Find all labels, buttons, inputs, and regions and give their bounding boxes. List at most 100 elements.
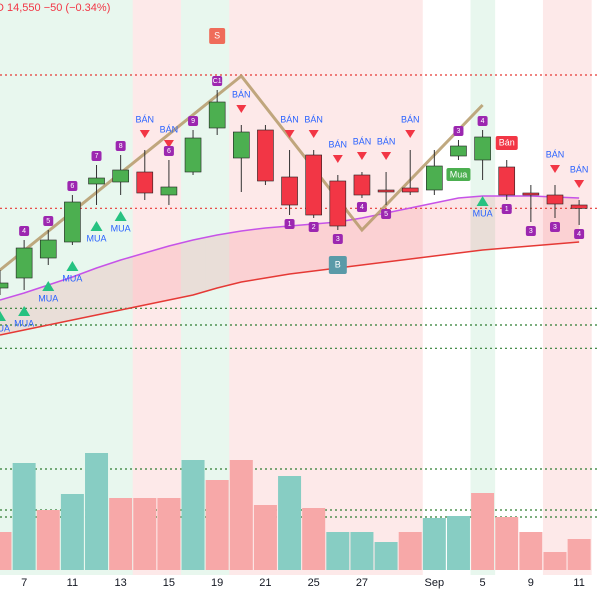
count-badge <box>212 76 223 86</box>
trend-band <box>349 0 375 575</box>
buy-box-label: Mua <box>450 169 468 179</box>
volume-bar <box>109 498 133 570</box>
candle-body <box>208 101 226 129</box>
count-badge <box>284 219 295 229</box>
header-quote: D 14,550 −50 (−0.34%) <box>0 2 110 14</box>
buy-label: MUA <box>38 293 58 303</box>
volume-bar <box>253 505 277 570</box>
count-label: 7 <box>95 153 99 160</box>
sell-arrow <box>308 130 319 138</box>
sell-arrow <box>381 152 392 160</box>
candle-body <box>522 192 540 196</box>
count-label: 6 <box>167 148 171 155</box>
candle-body <box>15 247 33 279</box>
volume-bar <box>350 532 374 570</box>
trend-band <box>470 0 496 575</box>
sell-arrow <box>284 130 295 138</box>
trend-band <box>398 0 423 575</box>
candle-body <box>233 131 250 159</box>
volume-bar <box>133 498 157 570</box>
volume-bar <box>157 498 181 570</box>
sell-box-label: Bán <box>499 137 515 147</box>
sell-label: BÁN <box>136 114 155 124</box>
buy-label: MUA <box>87 233 107 243</box>
signal-label: S <box>214 30 220 40</box>
sell-arrow <box>549 165 560 173</box>
volume-bar <box>567 539 591 570</box>
sell-label: BÁN <box>570 164 589 174</box>
buy-box <box>446 168 471 181</box>
count-badge <box>356 202 367 212</box>
volume-bar <box>205 480 229 570</box>
sell-label: BÁN <box>280 114 299 124</box>
x-tick-label: 27 <box>356 577 368 589</box>
count-label: 5 <box>384 211 388 218</box>
candle-body <box>546 194 564 205</box>
sell-label: BÁN <box>232 89 251 99</box>
buy-arrow <box>90 221 103 231</box>
count-badge <box>574 229 585 239</box>
buy-label: MUA <box>62 273 82 283</box>
trend-band <box>108 0 134 575</box>
candle-body <box>136 171 154 194</box>
x-tick-label: 7 <box>21 577 27 589</box>
volume-bar <box>543 552 567 570</box>
count-badge <box>115 141 126 151</box>
buy-label: MUA <box>473 208 493 218</box>
volume-bar <box>398 532 422 570</box>
count-badge <box>67 181 78 191</box>
sell-label: BÁN <box>304 114 323 124</box>
buy-arrow <box>42 281 55 291</box>
count-label: 3 <box>457 128 461 135</box>
signal-label: B <box>335 259 341 269</box>
volume-bar <box>519 532 543 570</box>
count-badge <box>549 222 560 232</box>
count-badge <box>188 116 199 126</box>
sell-arrow <box>236 105 247 113</box>
count-label: 4 <box>577 231 581 238</box>
buy-label: MUA <box>111 223 131 233</box>
candle-body <box>88 177 105 185</box>
ma-fill <box>0 196 580 335</box>
x-tick-label: 19 <box>211 577 223 589</box>
sell-label: BÁN <box>546 149 565 159</box>
trend-band <box>374 0 399 575</box>
x-tick-label: 15 <box>163 577 175 589</box>
buy-arrow <box>18 306 31 316</box>
x-tick-label: 11 <box>573 577 584 589</box>
sell-label: BÁN <box>160 124 179 134</box>
signal-badge <box>209 28 226 44</box>
volume-bar <box>36 510 60 570</box>
ma-line <box>0 241 580 336</box>
count-label: 1 <box>505 206 509 213</box>
count-badge <box>525 226 536 236</box>
volume-bar <box>229 460 253 570</box>
candle-body <box>39 239 57 259</box>
volume-bar <box>12 463 36 570</box>
sell-arrow <box>405 130 416 138</box>
x-tick-label: 13 <box>115 577 127 589</box>
candle-body <box>426 165 443 191</box>
x-tick-label: 9 <box>528 577 534 589</box>
sell-arrow <box>574 180 585 188</box>
candle-body <box>450 145 467 157</box>
trend-band <box>253 0 278 575</box>
count-label: 2 <box>312 224 316 231</box>
candle-body <box>305 154 322 216</box>
count-badge <box>453 126 464 136</box>
count-badge <box>91 151 102 161</box>
trend-band <box>567 0 592 575</box>
candle-body <box>0 282 9 289</box>
volume-bar <box>495 517 519 570</box>
sell-label: BÁN <box>329 139 348 149</box>
count-label: 4 <box>22 228 26 235</box>
trend-band <box>156 0 182 575</box>
trend-band <box>60 0 85 575</box>
buy-arrow <box>476 196 489 206</box>
x-tick-label: Sep <box>425 577 445 589</box>
volume-bar <box>0 532 12 570</box>
volume-bar <box>60 494 84 570</box>
sell-box <box>495 136 518 150</box>
candle-body <box>570 204 588 209</box>
